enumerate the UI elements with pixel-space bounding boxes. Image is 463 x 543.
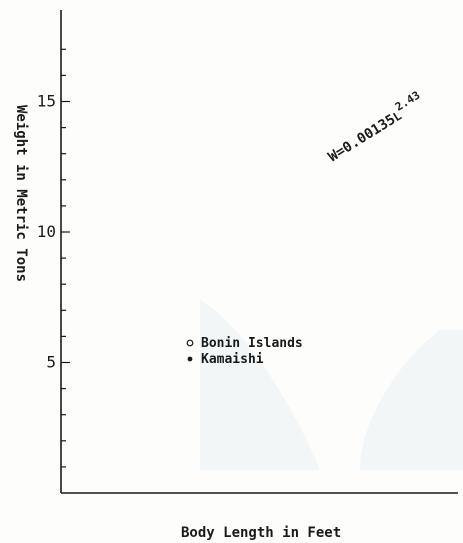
y-tick-label: 15	[37, 92, 56, 111]
y-axis-ticks: 5 10 15	[37, 48, 70, 468]
watermark-shape	[200, 300, 463, 470]
legend-marker-open-circle	[186, 339, 194, 347]
y-axis-title: Weight in Metric Tons	[13, 105, 29, 282]
y-tick-label: 10	[37, 222, 56, 241]
y-tick-label: 5	[46, 353, 56, 372]
legend-label-kamaishi: Kamaishi	[201, 352, 264, 367]
legend: Bonin Islands Kamaishi	[186, 336, 303, 367]
x-axis-title: Body Length in Feet	[181, 525, 341, 541]
legend-marker-filled-dot	[187, 356, 193, 362]
legend-label-bonin-islands: Bonin Islands	[201, 336, 303, 351]
